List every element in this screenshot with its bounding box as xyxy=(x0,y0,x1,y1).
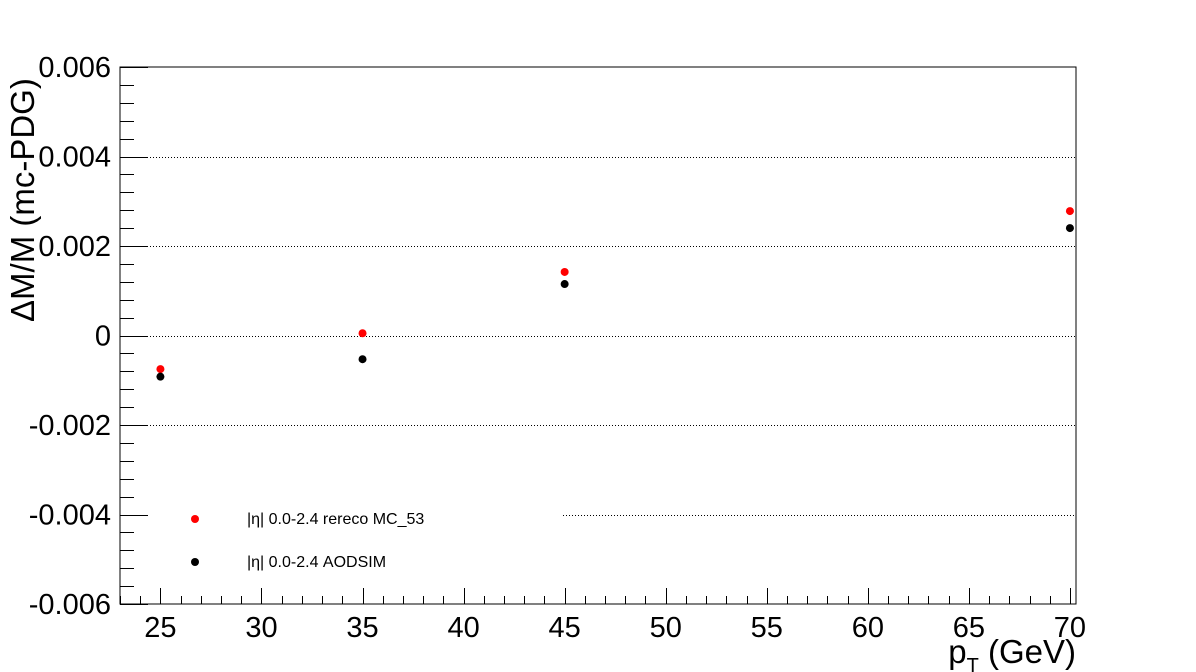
x-axis-title-unit: (GeV) xyxy=(979,633,1076,670)
x-tick-label: 55 xyxy=(751,612,783,644)
y-tick-label: -0.006 xyxy=(29,589,111,621)
y-axis-title-text: ΔM/M (mc-PDG) xyxy=(4,78,41,322)
x-tick-label: 25 xyxy=(144,612,176,644)
data-point-aodsim xyxy=(1065,224,1074,233)
x-tick-label: 40 xyxy=(447,612,479,644)
y-tick-label: 0.004 xyxy=(38,142,111,174)
x-axis-title: pT (GeV) xyxy=(948,633,1076,672)
axis-ticks xyxy=(120,67,1071,605)
data-point-aodsim xyxy=(358,355,367,364)
data-points xyxy=(156,207,1074,381)
y-tick-labels: -0.006 -0.004 -0.002 0 0.002 0.004 0.006 xyxy=(29,52,111,621)
x-tick-label: 45 xyxy=(549,612,581,644)
y-tick-label: 0.002 xyxy=(38,231,111,263)
data-point-rereco xyxy=(156,365,165,374)
legend-marker-aodsim xyxy=(191,558,199,566)
x-axis-title-subscript: T xyxy=(967,655,979,672)
legend-marker-rereco xyxy=(191,515,199,523)
x-axis-title-main: p xyxy=(948,633,966,670)
y-tick-label: -0.004 xyxy=(29,500,111,532)
data-point-aodsim xyxy=(560,280,569,289)
y-tick-label: -0.002 xyxy=(29,410,111,442)
x-tick-labels: 25 30 35 40 45 50 55 60 65 70 xyxy=(144,612,1086,644)
grid-lines xyxy=(120,157,1076,516)
x-tick-label: 70 xyxy=(1054,612,1086,644)
data-point-rereco xyxy=(358,329,367,338)
plot-frame xyxy=(119,66,1077,605)
data-point-rereco xyxy=(560,267,569,276)
data-point-aodsim xyxy=(156,372,165,381)
y-tick-label: 0 xyxy=(95,321,111,353)
x-tick-label: 35 xyxy=(346,612,378,644)
legend: |η| 0.0-2.4 rereco MC_53 |η| 0.0-2.4 AOD… xyxy=(191,511,424,571)
x-tick-label: 30 xyxy=(245,612,277,644)
x-tick-label: 60 xyxy=(852,612,884,644)
x-tick-label: 50 xyxy=(650,612,682,644)
legend-label-rereco: |η| 0.0-2.4 rereco MC_53 xyxy=(247,511,424,528)
data-point-rereco xyxy=(1065,207,1074,216)
y-tick-label: 0.006 xyxy=(38,52,111,84)
y-axis-title: ΔM/M (mc-PDG) xyxy=(4,78,41,322)
x-tick-label: 65 xyxy=(953,612,985,644)
legend-label-aodsim: |η| 0.0-2.4 AODSIM xyxy=(247,554,386,571)
